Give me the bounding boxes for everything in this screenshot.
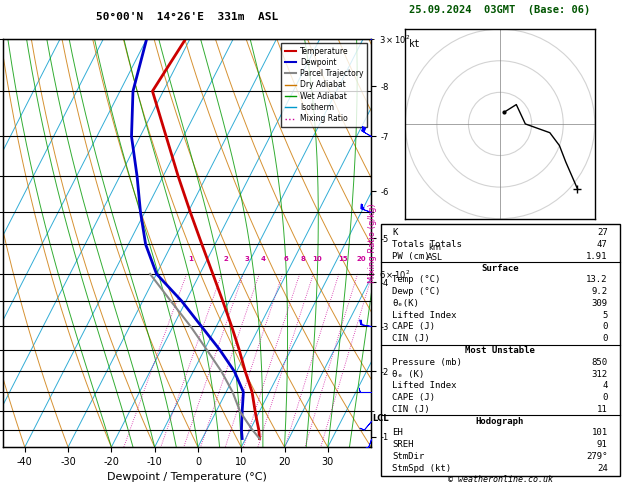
Text: LCL: LCL <box>372 415 389 423</box>
Text: 0: 0 <box>602 334 608 343</box>
Text: K: K <box>392 228 398 238</box>
Text: StmDir: StmDir <box>392 452 425 461</box>
Text: 0: 0 <box>602 323 608 331</box>
Text: 850: 850 <box>591 358 608 367</box>
X-axis label: Dewpoint / Temperature (°C): Dewpoint / Temperature (°C) <box>107 472 267 483</box>
Text: 101: 101 <box>591 428 608 437</box>
Text: 11: 11 <box>597 405 608 414</box>
Text: θₑ (K): θₑ (K) <box>392 369 425 379</box>
Text: 9.2: 9.2 <box>591 287 608 296</box>
Text: Totals Totals: Totals Totals <box>392 240 462 249</box>
Text: θₑ(K): θₑ(K) <box>392 299 420 308</box>
Text: 10: 10 <box>312 257 322 262</box>
Text: 1.91: 1.91 <box>586 252 608 261</box>
Text: 1: 1 <box>188 257 193 262</box>
Text: 50°00'N  14°26'E  331m  ASL: 50°00'N 14°26'E 331m ASL <box>96 12 278 22</box>
Text: 25.09.2024  03GMT  (Base: 06): 25.09.2024 03GMT (Base: 06) <box>409 4 591 15</box>
Text: Temp (°C): Temp (°C) <box>392 276 441 284</box>
Legend: Temperature, Dewpoint, Parcel Trajectory, Dry Adiabat, Wet Adiabat, Isotherm, Mi: Temperature, Dewpoint, Parcel Trajectory… <box>281 43 367 127</box>
Text: 0: 0 <box>602 393 608 402</box>
Text: 91: 91 <box>597 440 608 449</box>
Text: kt: kt <box>409 39 421 49</box>
Text: StmSpd (kt): StmSpd (kt) <box>392 464 452 472</box>
Y-axis label: km
ASL: km ASL <box>427 243 443 262</box>
Text: PW (cm): PW (cm) <box>392 252 430 261</box>
Text: Dewp (°C): Dewp (°C) <box>392 287 441 296</box>
Text: 312: 312 <box>591 369 608 379</box>
Text: CAPE (J): CAPE (J) <box>392 393 435 402</box>
Text: 5: 5 <box>602 311 608 320</box>
Text: 6: 6 <box>284 257 289 262</box>
Text: 47: 47 <box>597 240 608 249</box>
Text: Lifted Index: Lifted Index <box>392 311 457 320</box>
Text: Pressure (mb): Pressure (mb) <box>392 358 462 367</box>
Text: © weatheronline.co.uk: © weatheronline.co.uk <box>448 474 552 484</box>
Text: EH: EH <box>392 428 403 437</box>
Text: 2: 2 <box>223 257 228 262</box>
Text: 4: 4 <box>602 382 608 390</box>
Text: 15: 15 <box>338 257 347 262</box>
Text: 20: 20 <box>357 257 366 262</box>
Text: 279°: 279° <box>586 452 608 461</box>
Text: 27: 27 <box>597 228 608 238</box>
Text: CIN (J): CIN (J) <box>392 334 430 343</box>
Text: 13.2: 13.2 <box>586 276 608 284</box>
Text: CAPE (J): CAPE (J) <box>392 323 435 331</box>
Text: CIN (J): CIN (J) <box>392 405 430 414</box>
Text: Mixing Ratio (g/kg): Mixing Ratio (g/kg) <box>368 203 377 283</box>
Text: Most Unstable: Most Unstable <box>465 346 535 355</box>
Text: Lifted Index: Lifted Index <box>392 382 457 390</box>
Text: Surface: Surface <box>481 264 519 273</box>
Text: Hodograph: Hodograph <box>476 417 524 426</box>
Text: 8: 8 <box>301 257 306 262</box>
Text: 3: 3 <box>245 257 250 262</box>
Text: SREH: SREH <box>392 440 414 449</box>
Text: 4: 4 <box>261 257 265 262</box>
Text: 24: 24 <box>597 464 608 472</box>
Text: 309: 309 <box>591 299 608 308</box>
